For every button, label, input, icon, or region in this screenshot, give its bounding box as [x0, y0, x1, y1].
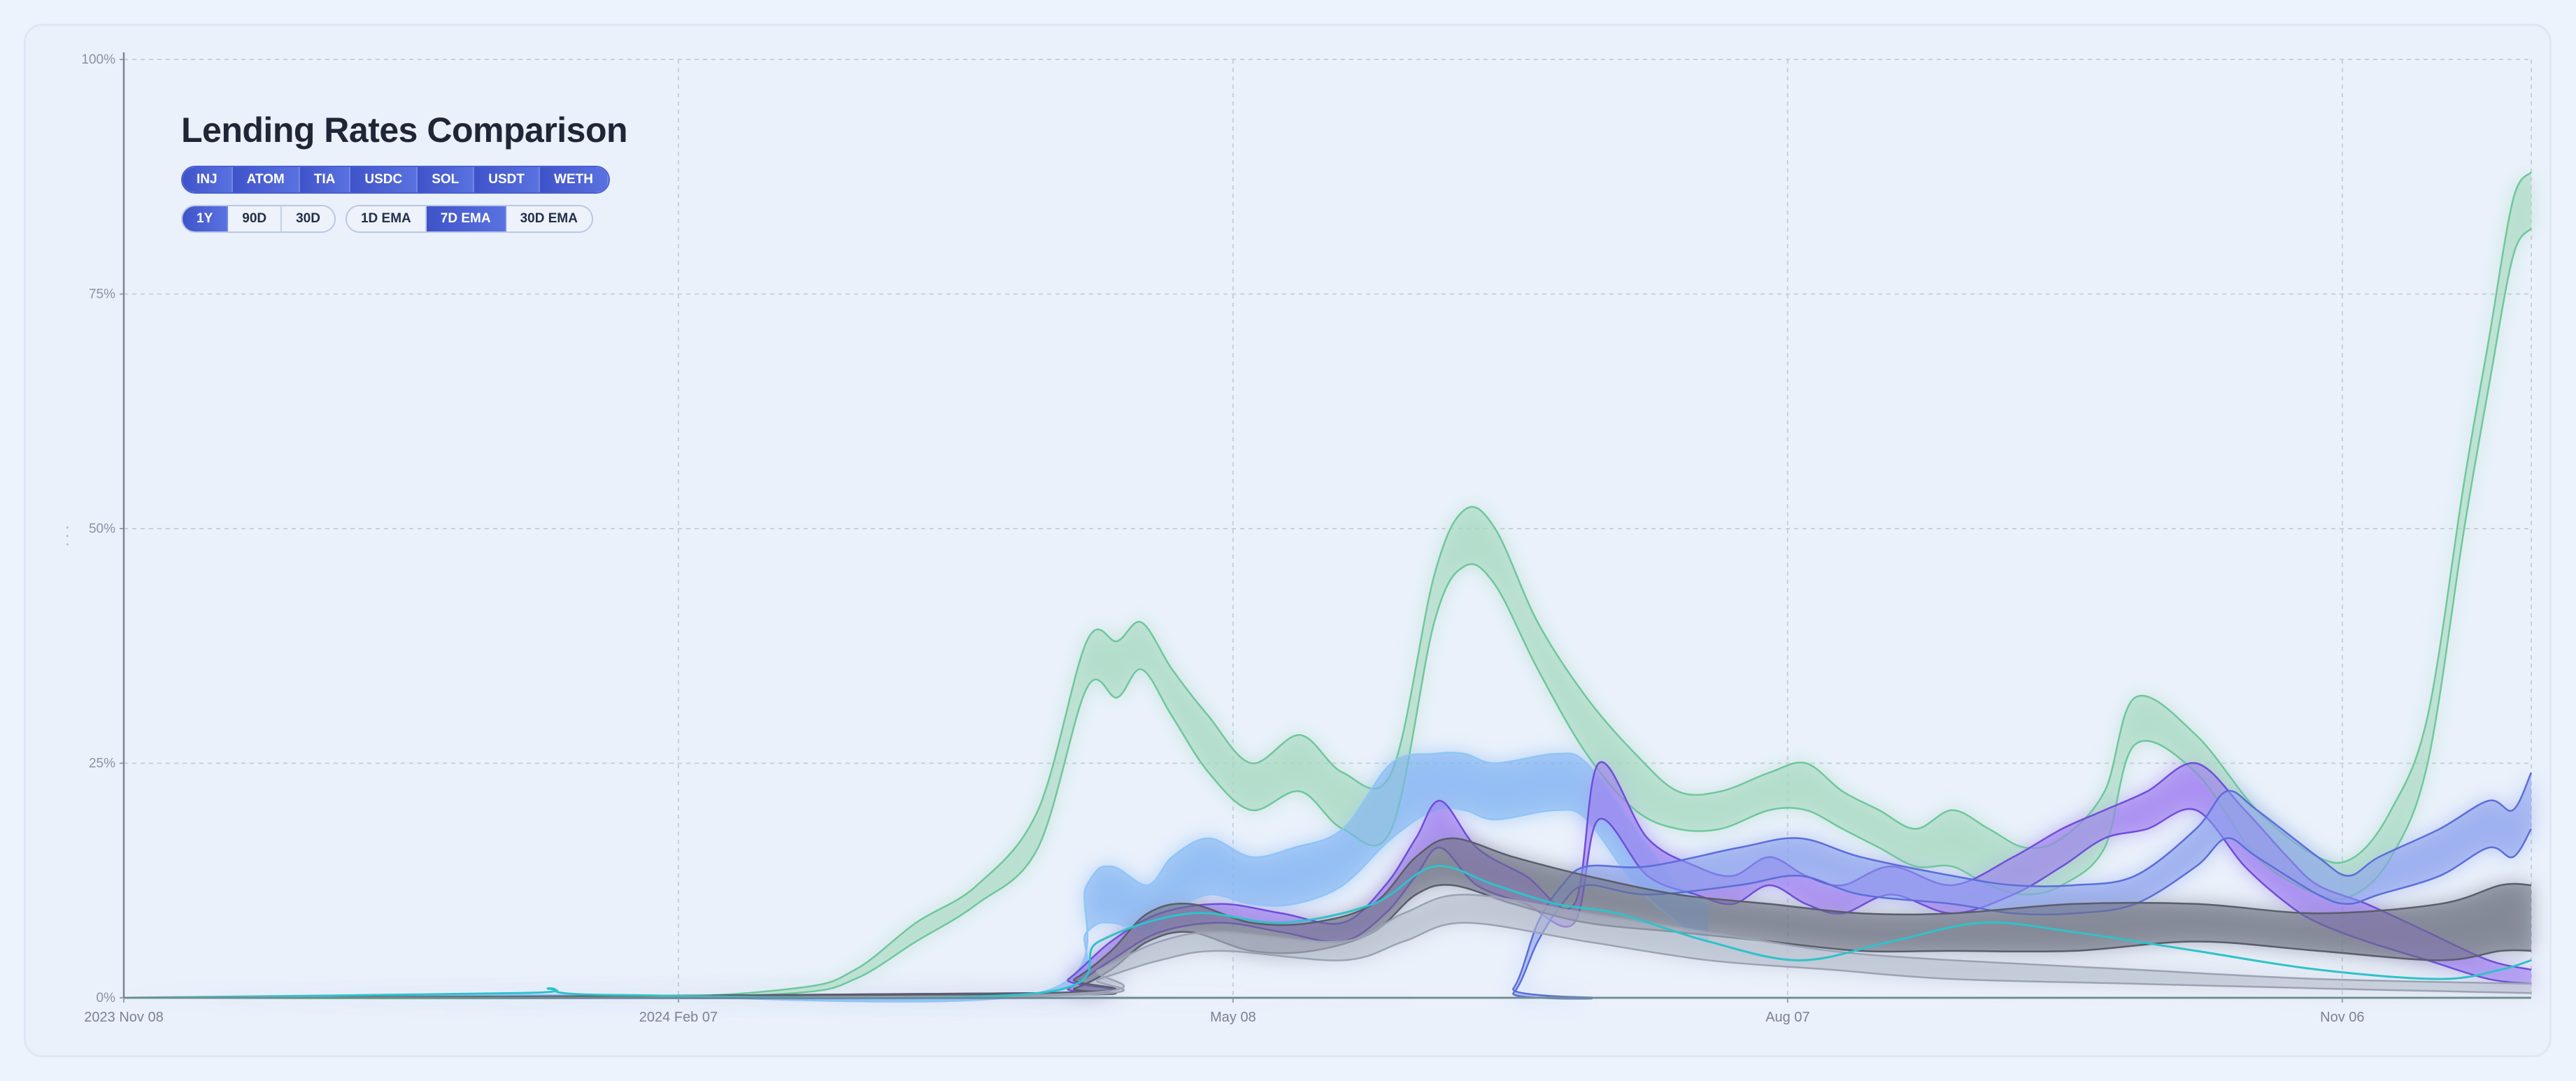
x-tick-label: May 08 [1210, 1010, 1256, 1025]
series-line [123, 865, 2532, 999]
y-tick-label: 25% [89, 757, 115, 771]
ema-toggle-7d-ema[interactable]: 7D EMA [426, 206, 506, 231]
range-selector: 1Y 90D 30D 1D EMA 7D EMA 30D EMA [181, 205, 627, 233]
range-toggle-30d[interactable]: 30D [282, 206, 334, 231]
chart-controls: Lending Rates Comparison INJ ATOM TIA USDC S… [181, 86, 628, 233]
series-upper-line [123, 837, 2532, 999]
x-tick-label: Aug 07 [1765, 1010, 1809, 1025]
series-upper-line [123, 171, 2533, 1000]
range-toggle-1y[interactable]: 1Y [183, 206, 229, 231]
asset-toggle-weth[interactable]: WETH [540, 167, 609, 192]
series-upper-line [123, 894, 2532, 999]
series-band [124, 894, 2531, 998]
series-upper-line [123, 761, 2532, 999]
asset-toggle-tia[interactable]: TIA [299, 167, 351, 192]
ema-smoothing-group: 1D EMA 7D EMA 30D EMA [345, 205, 593, 233]
y-tick-label: 100% [81, 52, 115, 67]
lending-rates-chart: 0% 25% 50% 75% 100% 2023 Nov 08 2024 Feb 07 May… [81, 52, 2533, 1025]
range-toggle-90d[interactable]: 90D [228, 206, 283, 231]
x-tick-label: Nov 06 [2320, 1010, 2364, 1025]
y-tick-label: 50% [89, 522, 115, 536]
ema-toggle-1d-ema[interactable]: 1D EMA [346, 206, 427, 231]
y-tick-label: 75% [89, 287, 115, 302]
asset-toggle-atom[interactable]: ATOM [232, 167, 300, 192]
chart-title: Lending Rates Comparison [181, 110, 628, 150]
asset-toggle-sol[interactable]: SOL [418, 167, 475, 192]
series-band [124, 752, 1709, 1002]
time-range-group: 1Y 90D 30D [181, 205, 336, 233]
x-tick-label: 2024 Feb 07 [639, 1010, 718, 1025]
drag-handle[interactable] [66, 527, 69, 552]
ema-toggle-30d-ema[interactable]: 30D EMA [506, 206, 592, 231]
asset-toggle-group: INJ ATOM TIA USDC SOL USDT WETH [181, 166, 610, 194]
asset-toggle-usdt[interactable]: USDT [474, 167, 541, 192]
y-tick-label: 0% [97, 991, 116, 1005]
series-band [124, 838, 2531, 998]
series-lower-line [123, 922, 2532, 999]
asset-toggle-inj[interactable]: INJ [183, 167, 233, 192]
x-tick-label: 2023 Nov 08 [84, 1010, 163, 1025]
asset-toggle-usdc[interactable]: USDC [350, 167, 418, 192]
chart-card: 0% 25% 50% 75% 100% 2023 Nov 08 2024 Feb 07 May… [24, 24, 2552, 1057]
asset-selector: INJ ATOM TIA USDC SOL USDT WETH [181, 166, 627, 194]
